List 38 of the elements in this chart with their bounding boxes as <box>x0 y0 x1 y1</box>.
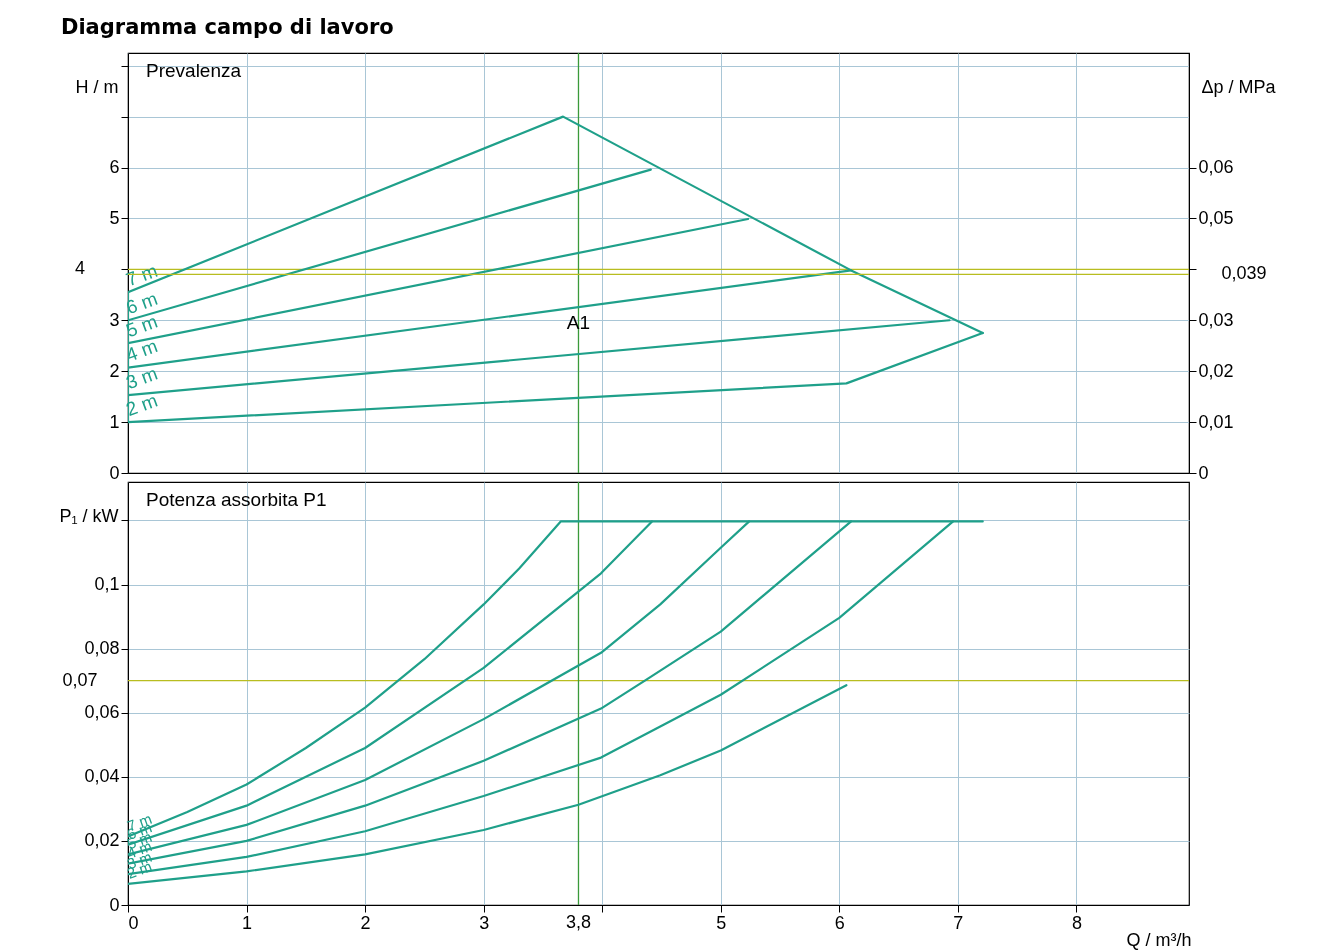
chart-subtitle: Potenza assorbita P1 <box>146 489 327 510</box>
ref-line-label: 0,039 <box>1221 263 1267 284</box>
x-tick-label: 5 <box>716 912 727 933</box>
y-tick-label: 2 <box>109 360 120 381</box>
y-tick-label: 0 <box>109 894 120 915</box>
chart-title: Diagramma campo di lavoro <box>60 15 394 40</box>
y-tick-label: 0,04 <box>84 766 120 787</box>
x-tick-label: 1 <box>242 912 253 933</box>
ref-line-label: 0,07 <box>62 669 98 690</box>
y2-axis-title: Δp / MPa <box>1201 76 1277 97</box>
y2-tick-label: 0,02 <box>1198 360 1234 381</box>
y-tick-label: 6 <box>109 157 120 178</box>
x-tick-label: 7 <box>953 912 964 933</box>
y-tick-label: 1 <box>109 411 120 432</box>
y2-tick-label: 0,05 <box>1198 207 1234 228</box>
x-tick-label: 6 <box>834 912 845 933</box>
y-tick-label: 0,06 <box>84 702 120 723</box>
y-tick-label: 0,1 <box>94 574 120 595</box>
x-tick-label: 8 <box>1071 912 1082 933</box>
x-tick-label: 3 <box>479 912 490 933</box>
y-tick-label: 0,08 <box>84 638 120 659</box>
y2-tick-label: 0,06 <box>1198 157 1234 178</box>
y2-tick-label: 0,03 <box>1198 309 1234 330</box>
text: 3 m <box>123 362 161 394</box>
y-tick-label: 3 <box>109 309 120 330</box>
chart-subtitle: Prevalenza <box>146 60 242 81</box>
y-tick-label: 0 <box>109 462 120 483</box>
ref-line-label: 3,8 <box>565 912 591 932</box>
y2-tick-label: 0 <box>1198 462 1209 483</box>
x-axis-title: Q / m³/h <box>1126 929 1192 950</box>
y-tick-label: 0,02 <box>84 830 120 851</box>
x-tick-label: 2 <box>360 912 371 933</box>
y-axis-title: P₁ / kW <box>59 505 119 526</box>
y-axis-title: H / m <box>75 76 119 97</box>
ref-line-label: 4 <box>74 258 86 279</box>
y2-tick-label: 0,01 <box>1198 411 1234 432</box>
y-tick-label: 5 <box>109 207 120 228</box>
x-tick-label: 0 <box>128 912 139 933</box>
